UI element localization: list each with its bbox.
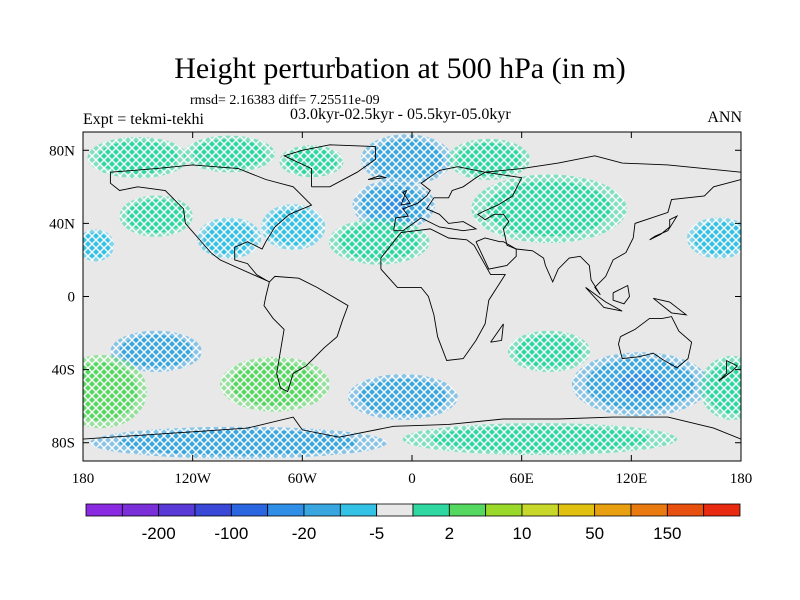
- experiment-label: Expt = tekmi-tekhi: [83, 111, 204, 128]
- x-tick-label: 120W: [174, 471, 212, 487]
- y-tick-label: 40N: [49, 216, 75, 232]
- colorbar-box: [412, 503, 450, 517]
- colorbar-box: [485, 503, 523, 517]
- anomaly-hatch: [348, 374, 458, 420]
- colorbar-box: [521, 503, 559, 517]
- anomaly-hatch: [699, 355, 741, 420]
- colorbar-label: 50: [585, 524, 604, 543]
- colorbar-label: -200: [142, 524, 176, 543]
- anomaly-hatch: [279, 145, 344, 178]
- anomaly-hatch: [119, 195, 193, 237]
- anomaly-hatch: [110, 330, 202, 372]
- anomaly-hatch: [360, 134, 453, 185]
- anomaly-hatch: [197, 217, 262, 259]
- colorbar-label: 10: [513, 524, 532, 543]
- colorbar-box: [339, 503, 378, 517]
- y-tick-label: 40S: [52, 363, 75, 379]
- colorbar-label: -100: [214, 524, 248, 543]
- coastline: [585, 287, 623, 312]
- period-label: 03.0kyr-02.5kyr - 05.5kyr-05.0kyr: [290, 106, 511, 123]
- x-tick-label: 120E: [615, 471, 647, 487]
- anomaly-hatch: [402, 423, 678, 456]
- anomaly-hatch: [471, 174, 627, 244]
- colorbar-box: [703, 503, 741, 517]
- colorbar-box: [267, 503, 305, 517]
- colorbar-label: 2: [445, 524, 454, 543]
- anomaly-hatch: [352, 179, 435, 231]
- coastline: [263, 275, 349, 393]
- coastline: [618, 316, 693, 369]
- x-tick-label: 60E: [510, 471, 534, 487]
- colorbar-box: [121, 503, 160, 517]
- coastline: [400, 189, 411, 206]
- colorbar-box: [85, 503, 123, 517]
- colorbar-label: -20: [292, 524, 317, 543]
- coastline: [83, 416, 741, 440]
- coastlines: [83, 144, 741, 440]
- coastline: [393, 166, 487, 232]
- anomaly-hatch: [687, 217, 741, 259]
- anomaly-hatch: [507, 330, 591, 372]
- y-tick-label: 80N: [49, 143, 75, 159]
- colorbar-box: [158, 503, 196, 517]
- anomaly-layer: [83, 134, 741, 459]
- coastline: [653, 297, 688, 316]
- coastline: [380, 228, 507, 361]
- colorbar-box: [448, 503, 487, 517]
- coastline: [612, 284, 630, 305]
- coastline: [367, 175, 387, 180]
- colorbar-box: [594, 503, 632, 517]
- anomaly-hatch: [261, 204, 326, 250]
- coastline: [649, 214, 679, 241]
- anomaly-hatch: [571, 352, 710, 417]
- colorbar-box: [666, 503, 705, 517]
- colorbar-box: [230, 503, 269, 517]
- stats-line: rmsd= 2.16383 diff= 7.25511e-09: [190, 93, 380, 108]
- colorbar-box: [303, 503, 341, 517]
- anomaly-hatch: [83, 229, 115, 262]
- anomaly-hatch: [220, 356, 330, 412]
- x-tick-label: 0: [408, 471, 416, 487]
- anomaly-hatch: [447, 138, 530, 180]
- colorbar-box: [376, 503, 414, 517]
- anomaly-hatch: [89, 426, 387, 459]
- colorbar-box: [557, 503, 596, 517]
- y-tick-label: 80S: [52, 436, 75, 452]
- anomaly-hatch: [328, 218, 430, 265]
- anomaly-hatch: [83, 354, 147, 429]
- season-label: ANN: [707, 109, 742, 126]
- y-tick-label: 0: [68, 290, 76, 306]
- anomaly-hatch: [87, 137, 189, 179]
- coastline: [476, 155, 741, 295]
- x-tick-label: 180: [72, 471, 95, 487]
- chart-title: Height perturbation at 500 hPa (in m): [174, 52, 626, 85]
- anomaly-hatch: [183, 135, 275, 173]
- coastline: [718, 360, 739, 381]
- x-tick-label: 180: [730, 471, 753, 487]
- colorbar-label: -5: [369, 524, 384, 543]
- coastline: [109, 164, 313, 283]
- x-tick-label: 60W: [288, 471, 318, 487]
- coastline: [282, 144, 376, 188]
- coastline: [490, 323, 504, 343]
- colorbar-box: [630, 503, 668, 517]
- colorbar-label: 150: [653, 524, 681, 543]
- colorbar-box: [194, 503, 232, 517]
